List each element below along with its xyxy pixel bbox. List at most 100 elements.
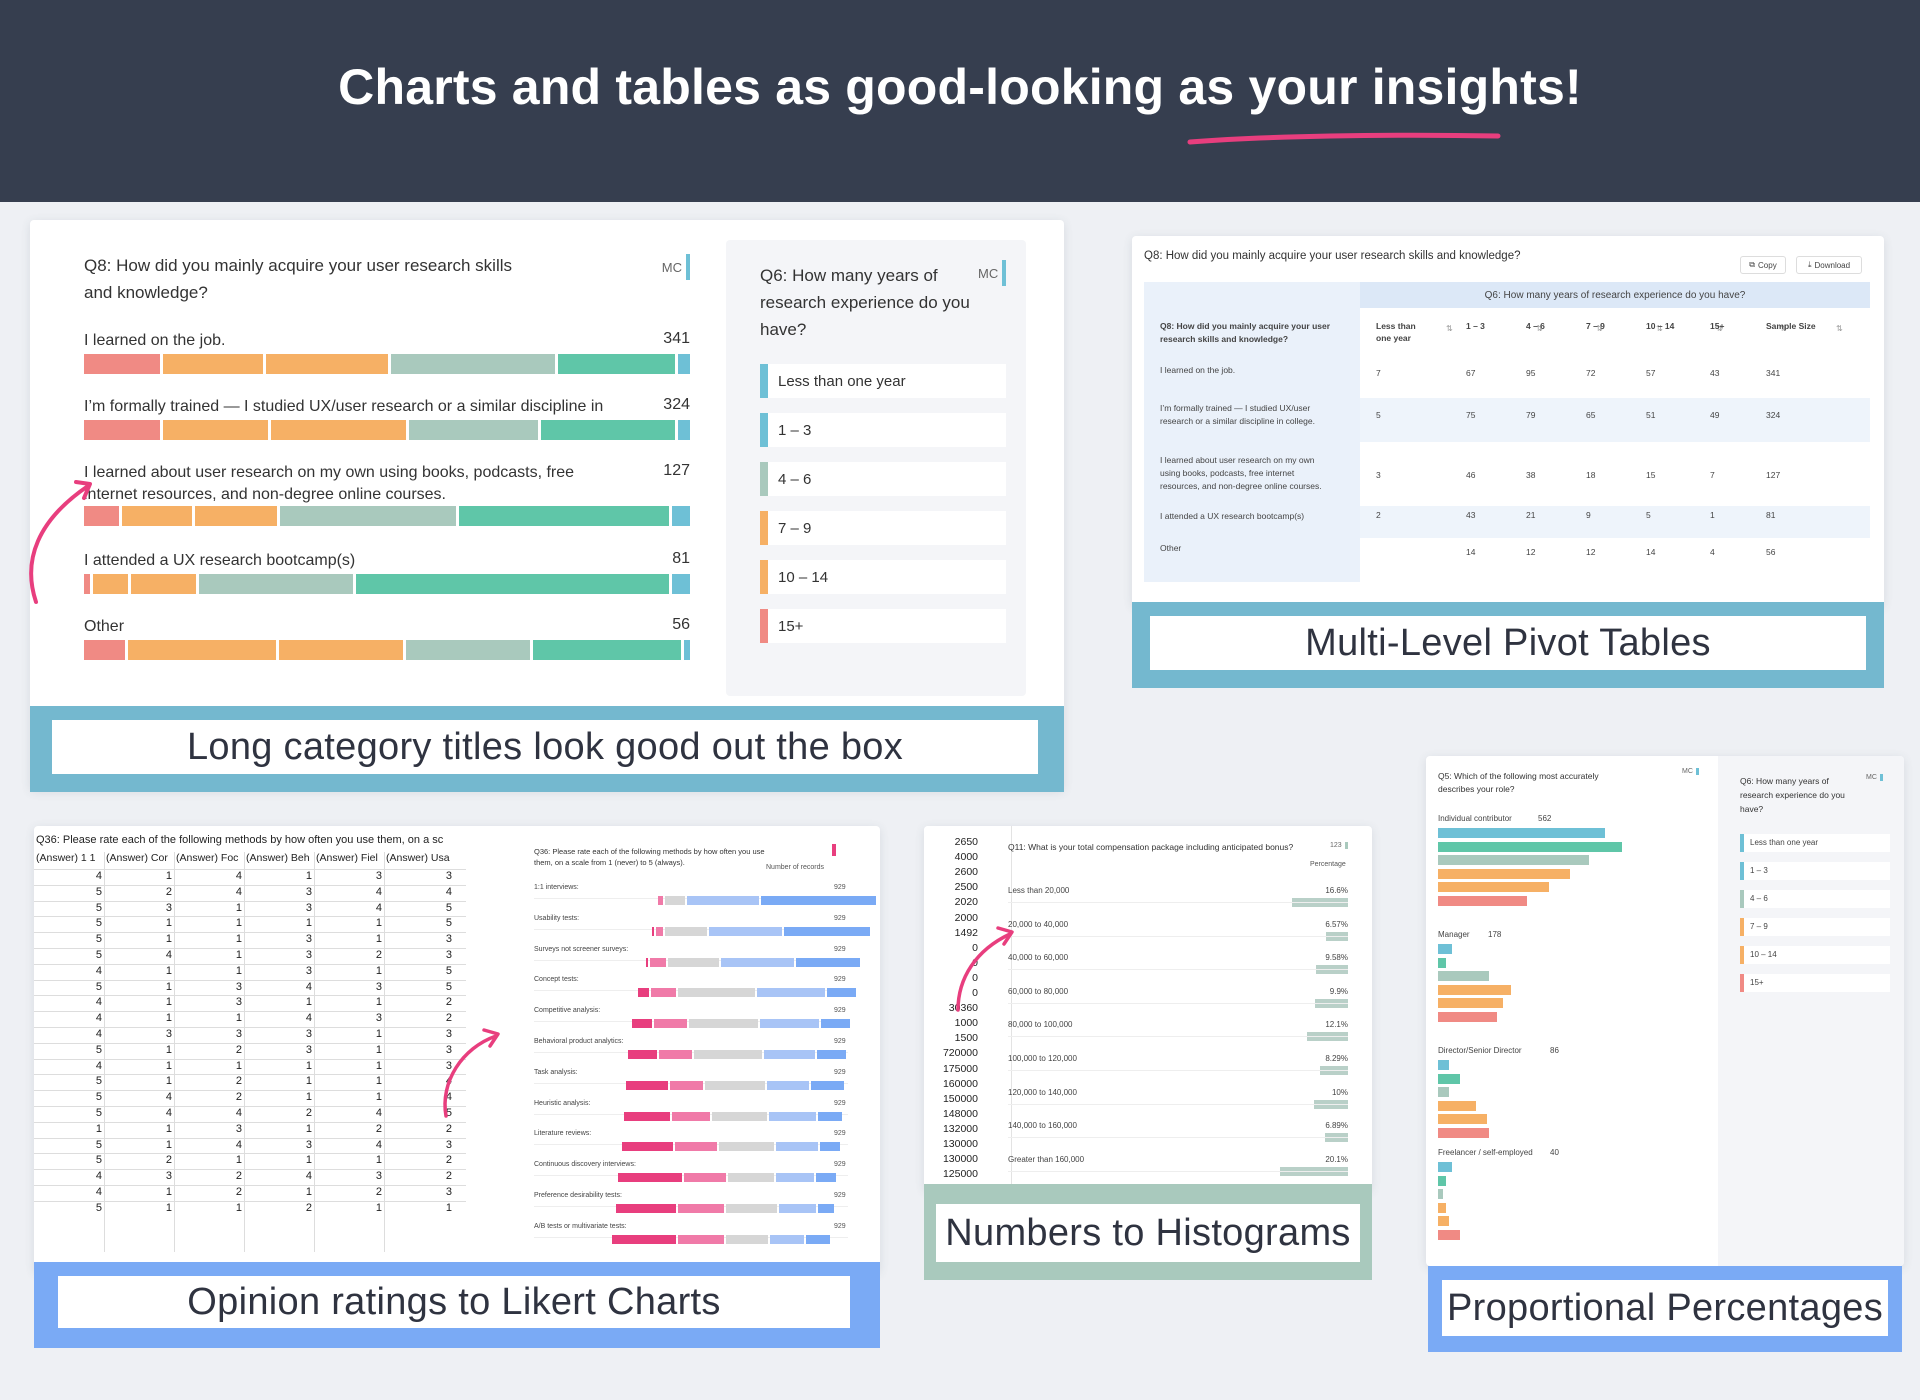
sheet-cell: 2 [165,885,172,898]
sheet-row-line [34,1169,466,1171]
sheet-cell: 5 [445,1107,452,1119]
sheet-row-line [34,948,466,949]
prop-group-label: Individual contributor [1438,814,1512,823]
likert-segment [718,1142,774,1152]
sheet-cell: 1 [305,917,312,930]
sort-icon[interactable]: ⇅ [1836,324,1843,333]
headline-underline [1187,132,1501,145]
hist-track [1008,969,1348,971]
number-cell: 2600 [954,866,978,879]
sort-icon[interactable]: ⇅ [1446,324,1453,333]
q8-bar-segment [356,574,670,594]
sheet-cell: 1 [375,1059,382,1072]
sheet-cell: 1 [165,980,172,993]
q5-badge: MC [1682,768,1699,775]
sheet-cell: 1 [375,964,382,977]
prop-group-label: Freelancer / self-employed [1438,1148,1533,1157]
sheet-cell: 2 [235,1043,242,1056]
sheet-cell: 1 [375,1201,382,1214]
pivot-col-label: 10 – 14 [1646,321,1675,331]
q8-bar-segment [408,420,538,440]
likert-segment [632,1019,652,1029]
pivot-row-header-band [1144,282,1360,582]
pivot-cell: 81 [1766,510,1776,520]
sheet-cell: 2 [445,1122,452,1135]
sheet-cell: 4 [95,1170,102,1183]
prop-bar [1438,855,1590,865]
pivot-cell: 14 [1646,547,1656,557]
sheet-row-line [34,1058,466,1060]
pivot-row-label: I’m formally trained — I studied UX/user… [1160,403,1315,426]
q8-bar-segment [533,640,682,660]
number-cell: 720000 [942,1047,978,1060]
spreadsheet: Q36: Please rate each of the following m… [34,830,466,1260]
pivot-cell: 57 [1646,368,1656,378]
q6-item: 4 – 6 [760,462,1006,496]
prop-bar [1438,1216,1449,1226]
sheet-cell: 5 [95,1107,102,1119]
sheet-cell: 1 [235,1059,242,1072]
sort-icon[interactable]: ⇅ [1780,324,1787,333]
hist-bin-pct: 6.57% [1325,919,1348,929]
q6-side-label: 7 – 9 [1750,922,1768,931]
q8-row-bar [84,354,690,374]
sheet-row-line [34,1137,466,1139]
likert-segment [820,1142,840,1152]
number-cell: 130000 [942,1153,978,1166]
q6-panel: Q6: How many years of research experienc… [726,240,1026,696]
q6-side-label: 15+ [1750,978,1764,987]
q8-row-count: 341 [663,330,690,347]
copy-button[interactable]: ⧉ Copy [1740,256,1786,274]
sheet-cell: 3 [445,870,452,882]
likert-row-n: 929 [834,1007,846,1015]
likert-segment [612,1234,676,1244]
q8-row-label: I attended a UX research bootcamp(s) [84,552,356,569]
pivot-cell: 3 [1376,470,1381,480]
sort-icon[interactable]: ⇅ [1716,324,1723,333]
sort-icon[interactable]: ⇅ [1596,324,1603,333]
sheet-cell: 4 [95,964,102,977]
sheet-cell: 1 [375,1154,382,1167]
pivot-row-label: I learned about user research on my own … [1160,455,1322,491]
sheet-col-line [244,852,245,1252]
sheet-cell: 4 [165,1107,172,1119]
sheet-cell: 5 [95,1138,102,1151]
pivot-cell: 56 [1766,547,1776,557]
sheet-cell: 1 [165,1059,172,1072]
sheet-row-line [34,1090,466,1092]
likert-segment [650,957,666,967]
sheet-cell: 1 [305,1075,312,1088]
q6-item-label: 4 – 6 [778,470,812,488]
sheet-cell: 5 [95,1091,102,1104]
likert-segment [638,988,650,998]
sheet-cell: 1 [375,1091,382,1104]
q8-bar-segment [84,354,161,374]
q6-item-label: 10 – 14 [778,568,829,586]
sheet-cell: 3 [375,1170,382,1183]
q8-badge: MC [662,254,690,280]
likert-segment [810,1080,844,1090]
pivot-row-band [1360,398,1870,442]
sheet-header: (Answer) Beh [246,852,310,864]
q6-item: 10 – 14 [760,560,1006,594]
prop-bar [1438,1011,1498,1022]
sort-icon[interactable]: ⇅ [1656,324,1663,333]
sheet-cell: 3 [445,1059,452,1072]
sheet-cell: 1 [165,870,172,882]
sheet-cell: 1 [305,1059,312,1072]
sort-icon[interactable]: ⇅ [1536,324,1543,333]
prop-bar [1438,868,1571,879]
sheet-cell: 3 [445,949,452,961]
q6-side-row [1740,918,1890,936]
hist-bin-pct: 8.29% [1325,1054,1348,1063]
likert-segment [678,1234,725,1244]
download-button[interactable]: ⤓ Download [1796,256,1862,274]
likert-row-label: Literature reviews: [534,1130,592,1138]
likert-row-label: Surveys not screener surveys: [534,945,629,953]
sheet-cell: 1 [235,949,242,961]
likert-segment [658,896,663,905]
hist-title: Q11: What is your total compensation pac… [1008,842,1294,852]
q6-side-badge: MC [1866,774,1883,781]
sheet-row-line [34,1121,466,1123]
pivot-row-label: I attended a UX research bootcamp(s) [1160,511,1305,521]
